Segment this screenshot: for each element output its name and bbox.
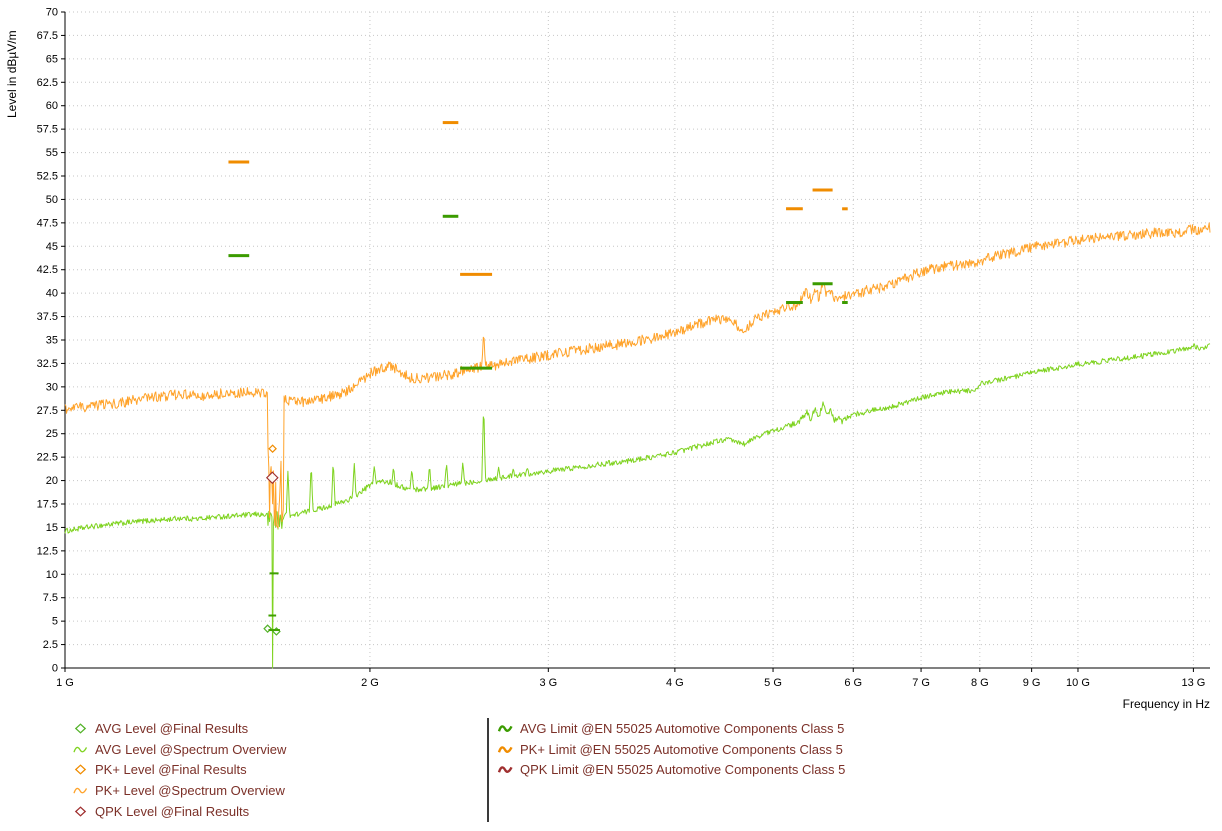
legend-item-pk-level-final-results: PK+ Level @Final Results <box>72 760 487 781</box>
y-tick-label: 65 <box>46 53 58 65</box>
marker-diamond-avg-level-final-results[interactable] <box>263 624 272 633</box>
legend-item-pk-limit-en-55025-automotive-components-class-5: PK+ Limit @EN 55025 Automotive Component… <box>497 739 845 760</box>
y-tick-label: 60 <box>46 100 58 112</box>
legend-label: QPK Limit @EN 55025 Automotive Component… <box>520 762 846 778</box>
x-axis-title: Frequency in Hz <box>1123 697 1210 711</box>
legend-label: PK+ Limit @EN 55025 Automotive Component… <box>520 741 843 757</box>
spectrum-plot[interactable]: 02.557.51012.51517.52022.52527.53032.535… <box>0 0 1222 716</box>
x-tick-label: 13 G <box>1181 677 1205 689</box>
trace-avg-level-spectrum-overview <box>64 343 1211 669</box>
x-tick-label: 2 G <box>361 677 379 689</box>
y-tick-label: 25 <box>46 428 58 440</box>
diamond-marker-icon <box>74 806 87 817</box>
y-tick-label: 30 <box>46 381 58 393</box>
y-tick-label: 2.5 <box>43 639 58 651</box>
diamond-glyph <box>74 806 87 817</box>
x-tick-label: 8 G <box>971 677 989 689</box>
diamond-marker-icon <box>74 764 87 776</box>
legend-limits-column: AVG Limit @EN 55025 Automotive Component… <box>497 718 845 780</box>
y-tick-label: 12.5 <box>37 545 58 557</box>
wave-glyph <box>73 746 88 753</box>
y-tick-label: 15 <box>46 522 58 534</box>
y-tick-label: 0 <box>52 663 58 675</box>
legend-item-pk-level-spectrum-overview: PK+ Level @Spectrum Overview <box>72 780 487 801</box>
legend-levels-column: AVG Level @Final Results AVG Level @Spect… <box>72 718 487 822</box>
y-tick-label: 45 <box>46 241 58 253</box>
legend-label: PK+ Level @Final Results <box>95 762 247 778</box>
wave-trace-icon <box>73 788 88 794</box>
x-tick-label: 7 G <box>912 677 930 689</box>
legend-separator <box>487 718 489 822</box>
x-tick-label: 5 G <box>764 677 782 689</box>
y-tick-label: 57.5 <box>37 124 58 136</box>
wave-trace-icon <box>497 725 513 732</box>
y-tick-label: 55 <box>46 147 58 159</box>
wave-bold-glyph <box>497 745 513 753</box>
y-tick-label: 47.5 <box>37 217 58 229</box>
x-tick-label: 6 G <box>844 677 862 689</box>
legend-label: PK+ Level @Spectrum Overview <box>95 783 285 799</box>
y-tick-label: 67.5 <box>37 30 58 42</box>
y-tick-label: 32.5 <box>37 358 58 370</box>
y-tick-label: 7.5 <box>43 592 58 604</box>
legend-label: QPK Level @Final Results <box>95 804 250 820</box>
y-tick-label: 22.5 <box>37 452 58 464</box>
marker-diamond-avg-level-final-results[interactable] <box>272 627 281 636</box>
wave-bold-glyph <box>497 725 513 732</box>
wave-trace-icon <box>73 746 88 753</box>
y-tick-label: 62.5 <box>37 77 58 89</box>
y-tick-label: 20 <box>46 475 58 487</box>
legend-item-qpk-limit-en-55025-automotive-components-class-5: QPK Limit @EN 55025 Automotive Component… <box>497 760 845 781</box>
y-tick-label: 40 <box>46 288 58 300</box>
x-tick-label: 4 G <box>666 677 684 689</box>
y-tick-label: 42.5 <box>37 264 58 276</box>
legend-item-avg-level-final-results: AVG Level @Final Results <box>72 718 487 739</box>
trace-pk-level-spectrum-overview <box>64 222 1211 529</box>
marker-diamond-pk-level-final-results[interactable] <box>268 444 277 454</box>
wave-bold-glyph <box>497 766 513 774</box>
y-tick-label: 5 <box>52 616 58 628</box>
y-tick-label: 35 <box>46 335 58 347</box>
diamond-glyph <box>74 764 87 776</box>
legend-label: AVG Limit @EN 55025 Automotive Component… <box>520 720 845 736</box>
x-tick-label: 1 G <box>56 677 74 689</box>
legend-item-qpk-level-final-results: QPK Level @Final Results <box>72 801 487 822</box>
chart-legend: AVG Level @Final Results AVG Level @Spect… <box>0 718 1222 822</box>
y-tick-label: 37.5 <box>37 311 58 323</box>
y-tick-label: 70 <box>46 7 58 19</box>
diamond-glyph <box>74 723 87 734</box>
legend-label: AVG Level @Spectrum Overview <box>95 741 287 757</box>
y-tick-label: 10 <box>46 569 58 581</box>
y-tick-label: 50 <box>46 194 58 206</box>
y-tick-label: 17.5 <box>37 499 58 511</box>
legend-item-avg-level-spectrum-overview: AVG Level @Spectrum Overview <box>72 739 487 760</box>
wave-trace-icon <box>497 745 513 753</box>
y-tick-label: 52.5 <box>37 171 58 183</box>
x-tick-label: 10 G <box>1066 677 1090 689</box>
marker-diamond-qpk-level-final-results[interactable] <box>265 471 279 485</box>
wave-trace-icon <box>497 766 513 774</box>
legend-label: AVG Level @Final Results <box>95 720 249 736</box>
y-axis-title: Level in dBµV/m <box>5 30 19 118</box>
diamond-marker-icon <box>74 723 87 734</box>
x-tick-label: 3 G <box>539 677 557 689</box>
x-tick-label: 9 G <box>1023 677 1041 689</box>
wave-glyph <box>73 788 88 794</box>
y-tick-label: 27.5 <box>37 405 58 417</box>
legend-item-avg-limit-en-55025-automotive-components-class-5: AVG Limit @EN 55025 Automotive Component… <box>497 718 845 739</box>
